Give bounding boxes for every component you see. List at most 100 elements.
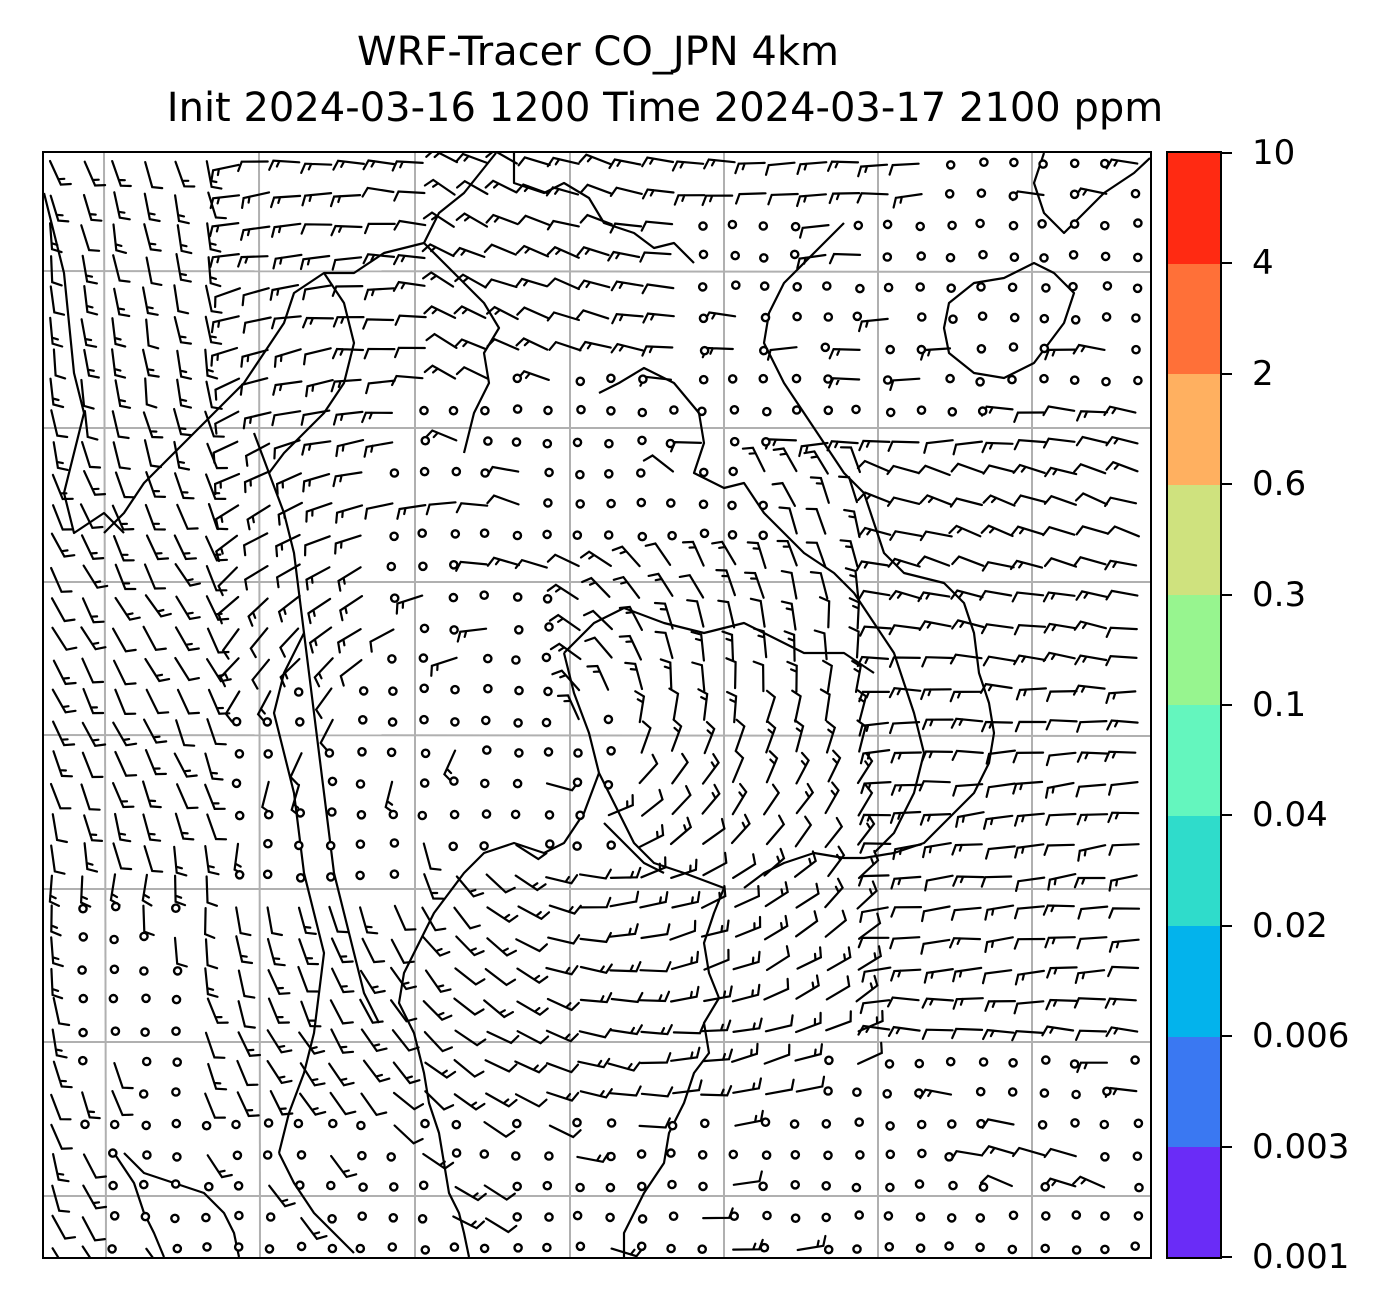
wind-barb (335, 439, 365, 458)
wind-barb (424, 969, 452, 994)
calm-wind-circle (202, 1242, 212, 1252)
calm-wind-circle (1039, 1088, 1050, 1098)
wind-barb (859, 813, 892, 826)
wind-barb (921, 750, 954, 762)
wind-barb (678, 573, 705, 599)
calm-wind-circle (483, 436, 493, 446)
calm-wind-circle (790, 1150, 801, 1160)
wind-barb (394, 346, 426, 359)
wind-barb (50, 904, 62, 937)
wind-barb (213, 472, 241, 496)
wind-barb (765, 1078, 795, 1096)
calm-wind-circle (481, 745, 492, 755)
wind-barb (243, 470, 270, 494)
wind-barb (1045, 998, 1078, 1011)
wind-barb (298, 1031, 326, 1055)
calm-wind-circle (171, 1026, 181, 1037)
wind-barb (1013, 937, 1046, 950)
calm-wind-circle (667, 1120, 678, 1131)
calm-wind-circle (948, 1180, 958, 1191)
wind-barb (783, 630, 796, 662)
calm-wind-circle (854, 1117, 865, 1128)
wind-barb (425, 501, 457, 516)
wind-barb (302, 316, 334, 329)
calm-wind-circle (513, 624, 524, 635)
wind-barb (204, 315, 223, 345)
wind-barb (113, 191, 131, 221)
wind-barb (143, 192, 161, 223)
wind-barb (114, 688, 137, 716)
calm-wind-circle (542, 593, 553, 604)
wind-barb (607, 250, 641, 262)
calm-wind-circle (233, 1242, 244, 1252)
wind-barb (1072, 343, 1106, 355)
calm-wind-circle (1101, 376, 1111, 387)
calm-wind-circle (388, 686, 398, 697)
wind-barb (951, 749, 984, 761)
calm-wind-circle (977, 406, 988, 416)
wind-barb (890, 968, 922, 982)
wind-barb (483, 1121, 516, 1139)
calm-wind-circle (542, 529, 552, 540)
calm-wind-circle (758, 373, 769, 384)
calm-wind-circle (882, 219, 893, 230)
wind-barb (764, 1014, 794, 1033)
wind-barbs (48, 153, 1141, 1257)
wind-barb (858, 526, 892, 538)
wind-barb (1044, 348, 1076, 361)
wind-barb (1011, 591, 1045, 603)
calm-wind-circle (665, 438, 676, 449)
colorbar-tick (1222, 814, 1232, 817)
wind-barb (672, 1079, 703, 1095)
wind-barb (486, 337, 520, 351)
calm-wind-circle (1133, 218, 1143, 228)
calm-wind-circle (572, 841, 582, 851)
wind-barb (887, 996, 920, 1008)
wind-barb (950, 589, 984, 600)
calm-wind-circle (727, 529, 738, 540)
calm-wind-circle (604, 438, 614, 449)
wind-barb (546, 245, 580, 259)
calm-wind-circle (884, 1059, 895, 1069)
calm-wind-circle (1131, 344, 1141, 355)
calm-wind-circle (851, 404, 861, 415)
wind-barb (144, 161, 164, 190)
calm-wind-circle (231, 1119, 241, 1130)
wind-barb (243, 565, 269, 591)
wind-barb (514, 558, 548, 570)
calm-wind-circle (325, 840, 336, 851)
calm-wind-circle (1130, 1055, 1140, 1065)
calm-wind-circle (231, 716, 242, 727)
calm-wind-circle (512, 373, 523, 384)
wind-barb (484, 1059, 518, 1073)
colorbar-tick-label: 0.1 (1252, 685, 1307, 725)
calm-wind-circle (234, 810, 245, 821)
wind-barb (984, 1000, 1016, 1012)
wind-barb (204, 845, 220, 876)
calm-wind-circle (1100, 1244, 1110, 1255)
wind-barb (546, 553, 580, 568)
calm-wind-circle (140, 1211, 151, 1222)
wind-barb (799, 224, 830, 239)
calm-wind-circle (728, 466, 739, 477)
wind-barb (1011, 1029, 1044, 1042)
calm-wind-circle (234, 749, 245, 759)
wind-barb (634, 690, 646, 724)
wind-barb (764, 161, 796, 176)
calm-wind-circle (479, 1243, 490, 1254)
calm-wind-circle (1133, 1118, 1144, 1129)
wind-barb (174, 626, 200, 652)
wind-barb (856, 459, 890, 473)
calm-wind-circle (1132, 283, 1143, 294)
colorbar-tick (1222, 1145, 1232, 1148)
calm-wind-circle (1041, 1211, 1051, 1221)
calm-wind-circle (512, 404, 523, 414)
colorbar-tick-label: 0.6 (1252, 464, 1307, 505)
wind-barb (334, 534, 362, 555)
calm-wind-circle (389, 593, 400, 604)
wind-barb (1010, 525, 1045, 536)
calm-wind-circle (885, 407, 896, 418)
wind-barb (791, 689, 802, 723)
calm-wind-circle (727, 374, 738, 384)
wind-barb (142, 411, 164, 439)
